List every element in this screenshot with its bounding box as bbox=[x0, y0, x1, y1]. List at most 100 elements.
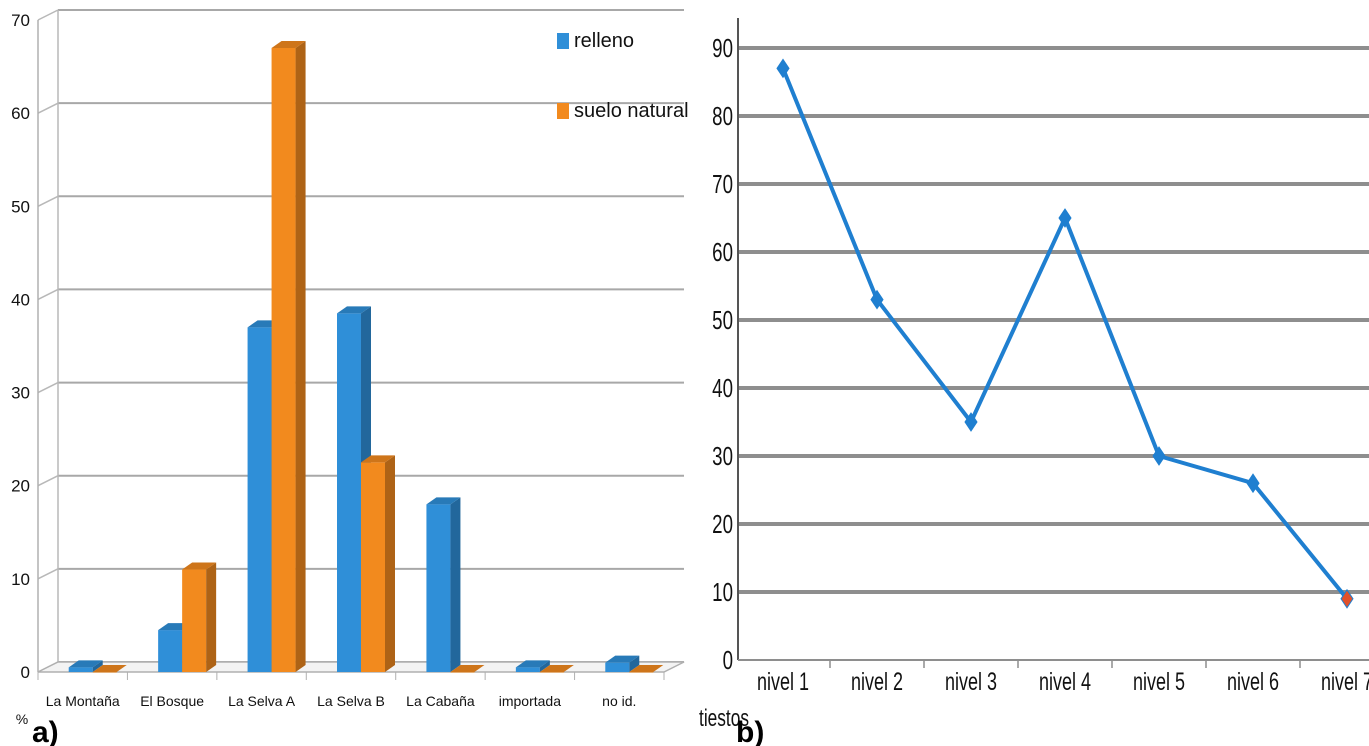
legend-label: suelo natural bbox=[574, 100, 689, 122]
bar-suelo-natural bbox=[361, 455, 395, 672]
bar-front bbox=[450, 672, 475, 673]
x-tick-label: no id. bbox=[602, 693, 636, 709]
y-tick-label: 30 bbox=[11, 384, 30, 403]
data-point-marker bbox=[964, 412, 978, 432]
bar-front bbox=[539, 672, 564, 673]
data-point-marker bbox=[1340, 588, 1354, 609]
y-tick-label: 10 bbox=[11, 570, 30, 589]
y-tick-label: 70 bbox=[712, 169, 733, 199]
bar-side bbox=[539, 660, 550, 672]
x-tick-label: La Cabaña bbox=[406, 693, 475, 709]
x-tick-label: nivel 7 bbox=[1321, 667, 1369, 696]
y-tick-label: 90 bbox=[712, 33, 733, 63]
bar-top bbox=[182, 562, 217, 570]
bar-top bbox=[92, 665, 127, 672]
data-point-marker bbox=[1152, 446, 1166, 466]
panel-label-a: a) bbox=[32, 716, 59, 746]
y-tick-label: 0 bbox=[723, 645, 733, 675]
legend-swatch bbox=[557, 103, 569, 119]
y-axis-label: % bbox=[16, 711, 28, 727]
bar-top bbox=[271, 40, 306, 48]
x-tick-label: El Bosque bbox=[140, 693, 204, 709]
x-axis-label: tiestos bbox=[699, 705, 749, 731]
y-tick-label: 50 bbox=[712, 305, 733, 335]
x-tick-label: nivel 1 bbox=[757, 667, 809, 696]
y-tick-label: 60 bbox=[11, 104, 30, 123]
bar-suelo-natural bbox=[271, 40, 306, 672]
bar-top bbox=[539, 665, 574, 672]
bar-top bbox=[629, 665, 664, 672]
y-tick-label: 10 bbox=[712, 577, 733, 607]
x-tick-label: La Selva A bbox=[228, 693, 296, 709]
bar-top bbox=[361, 455, 395, 463]
data-point-marker bbox=[1246, 473, 1260, 494]
bar-front bbox=[605, 662, 630, 672]
bar-front bbox=[361, 462, 385, 672]
y-tick-label: 20 bbox=[712, 509, 733, 539]
bar-relleno bbox=[515, 660, 550, 672]
bar-front bbox=[271, 47, 296, 672]
bar-top bbox=[605, 655, 640, 663]
y-tick-label: 0 bbox=[21, 663, 30, 682]
data-point-marker bbox=[1058, 208, 1072, 228]
grid-diagonal bbox=[37, 9, 59, 21]
x-tick-label: nivel 5 bbox=[1133, 667, 1185, 696]
bar-relleno bbox=[68, 660, 103, 672]
y-tick-label: 40 bbox=[11, 290, 30, 309]
legend-label: relleno bbox=[574, 30, 634, 52]
bar-front bbox=[629, 672, 654, 673]
bar-front bbox=[247, 327, 272, 672]
y-tick-label: 80 bbox=[712, 101, 733, 131]
bar-suelo-natural bbox=[92, 665, 127, 673]
grid-diagonal bbox=[37, 195, 59, 207]
line-chart-b: 0 10 20 30 40 50 60 70 80 90 nivel 1 nivel 2 nivel 3… bbox=[699, 18, 1369, 732]
y-tick-label: 70 bbox=[11, 11, 30, 30]
bar-side bbox=[206, 562, 217, 672]
grid-diagonal bbox=[37, 381, 59, 394]
y-tick-label: 50 bbox=[11, 197, 30, 216]
bar-front bbox=[182, 569, 207, 672]
bar-relleno bbox=[426, 497, 461, 672]
panel-label-b: b) bbox=[736, 716, 764, 746]
bar-front bbox=[337, 313, 361, 672]
grid-diagonal bbox=[37, 568, 59, 580]
bar-relleno bbox=[605, 655, 640, 672]
grid-diagonal bbox=[37, 475, 59, 487]
series-line bbox=[781, 67, 1349, 601]
bar-side bbox=[92, 660, 103, 672]
bar-front bbox=[426, 504, 451, 672]
x-tick-label: nivel 4 bbox=[1039, 667, 1091, 696]
bar-front bbox=[515, 667, 540, 672]
bar-suelo-natural bbox=[450, 665, 485, 673]
x-tick-label: nivel 6 bbox=[1227, 667, 1279, 696]
bar-suelo-natural bbox=[629, 665, 664, 673]
bar-front bbox=[92, 672, 117, 673]
bar-top bbox=[68, 660, 103, 668]
data-point-marker bbox=[776, 58, 790, 79]
x-tick-label: La Selva B bbox=[317, 693, 385, 709]
y-tick-label: 30 bbox=[712, 441, 733, 471]
bar-side bbox=[385, 455, 395, 672]
grid-diagonal bbox=[37, 288, 59, 301]
bar-front bbox=[158, 630, 183, 672]
bar-side bbox=[629, 655, 640, 672]
x-tick-label: La Montaña bbox=[46, 693, 120, 709]
bar-front bbox=[68, 667, 93, 672]
bar-suelo-natural bbox=[182, 562, 217, 672]
bar-suelo-natural bbox=[539, 665, 574, 673]
x-tick-label: nivel 2 bbox=[851, 667, 903, 696]
grid-diagonal bbox=[37, 102, 59, 114]
bar-side bbox=[450, 497, 461, 672]
bar-top bbox=[515, 660, 550, 668]
bar-top bbox=[337, 306, 371, 314]
bar-chart-a: 0 10 20 30 40 50 60 70 La Montaña El Bosque La Sel… bbox=[11, 9, 689, 727]
bar-top bbox=[426, 497, 461, 505]
y-tick-label: 20 bbox=[11, 477, 30, 496]
legend-swatch bbox=[557, 33, 569, 49]
x-tick-label: nivel 3 bbox=[945, 667, 997, 696]
x-tick-label: importada bbox=[499, 693, 561, 709]
bar-top bbox=[450, 665, 485, 672]
data-point-marker bbox=[870, 289, 884, 310]
y-tick-label: 60 bbox=[712, 237, 733, 267]
